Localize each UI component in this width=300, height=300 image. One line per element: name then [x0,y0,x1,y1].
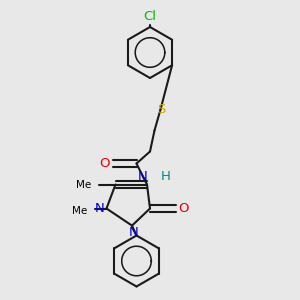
Text: H: H [160,170,170,184]
Text: S: S [157,103,165,116]
Text: O: O [100,157,110,170]
Text: Me: Me [72,206,87,217]
Text: N: N [138,170,148,184]
Text: O: O [178,202,188,215]
Text: Cl: Cl [143,10,157,23]
Text: N: N [129,226,138,238]
Text: Me: Me [76,179,92,190]
Text: N: N [94,202,104,215]
